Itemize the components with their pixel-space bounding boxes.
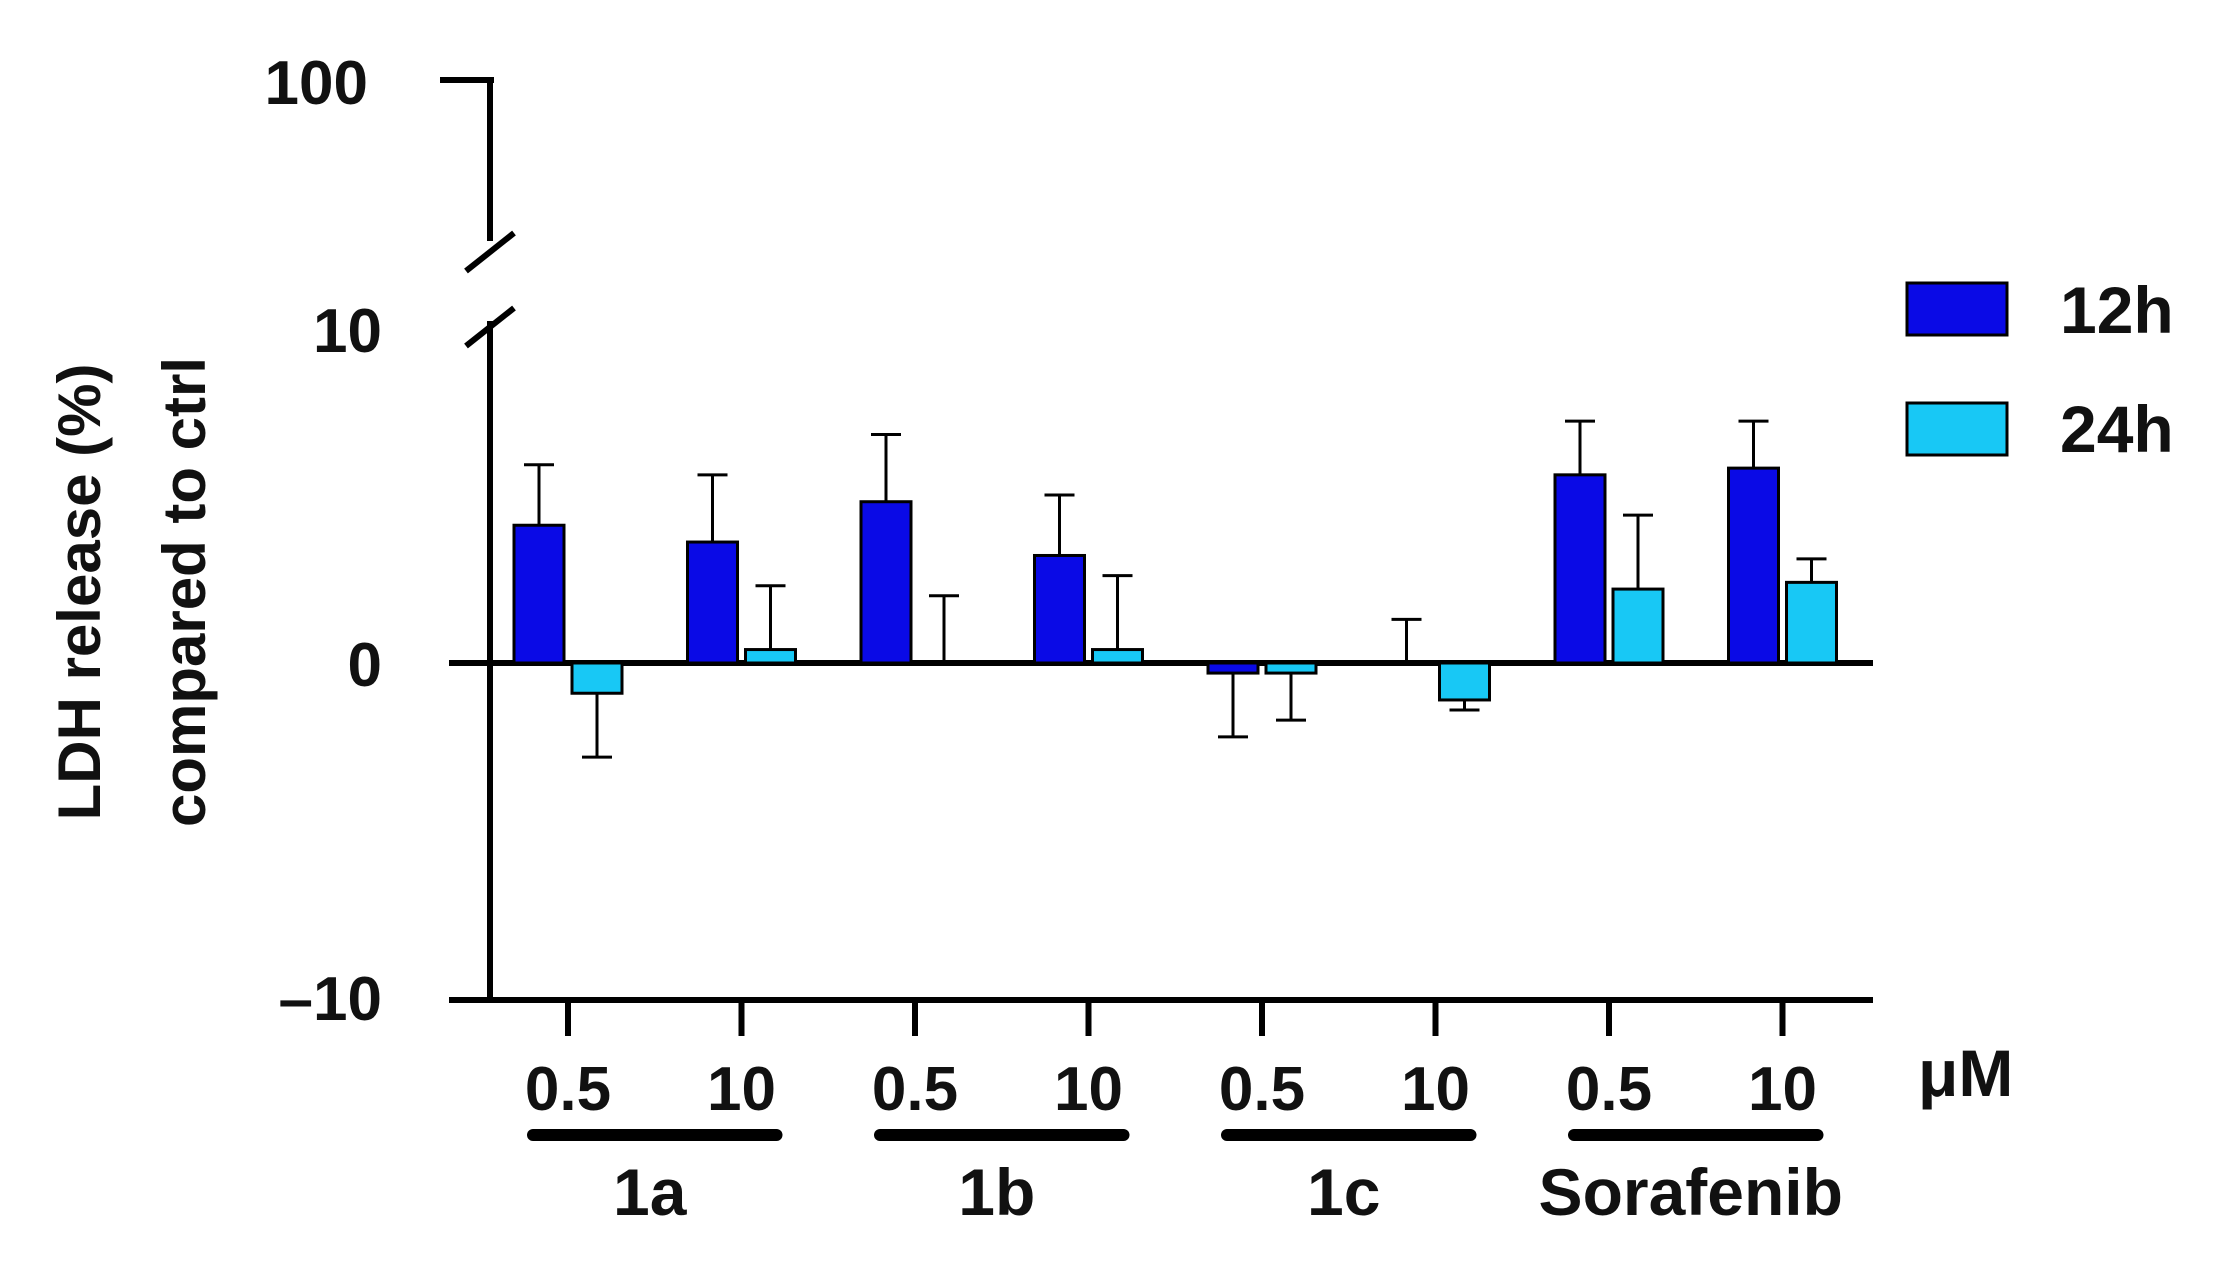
legend-label-12h: 12h bbox=[2060, 273, 2174, 347]
bar-12h bbox=[1206, 661, 1260, 675]
bar-12h bbox=[1727, 466, 1780, 665]
bar-24h bbox=[570, 661, 624, 695]
bar-24h bbox=[744, 648, 797, 665]
bars-layer bbox=[512, 419, 1838, 759]
legend-swatch-24h bbox=[1905, 401, 2009, 457]
x-tick-label: 10 bbox=[1054, 1055, 1123, 1124]
group-label: Sorafenib bbox=[1539, 1155, 1843, 1229]
y-tick-minus-10: –10 bbox=[279, 965, 382, 1034]
group-label: 1c bbox=[1307, 1155, 1380, 1229]
legend-swatch-12h bbox=[1905, 281, 2009, 337]
x-tick-label: 10 bbox=[707, 1055, 776, 1124]
bar-24h bbox=[1438, 661, 1491, 702]
group-label: 1a bbox=[613, 1155, 688, 1229]
y-tick-100: 100 bbox=[265, 49, 368, 118]
bar-12h bbox=[512, 523, 566, 665]
bar-24h bbox=[1091, 648, 1144, 665]
x-tick-label: 10 bbox=[1401, 1055, 1470, 1124]
bar-24h bbox=[1785, 580, 1838, 665]
axis-break-mark-lower bbox=[464, 305, 516, 349]
unit-label: μM bbox=[1918, 1036, 2013, 1110]
y-axis-label-line1: LDH release (%) bbox=[46, 364, 113, 821]
y-axis bbox=[440, 77, 516, 1000]
bar-12h bbox=[1033, 553, 1086, 665]
x-tick-label: 0.5 bbox=[1219, 1055, 1305, 1124]
y-tick-0: 0 bbox=[348, 631, 382, 700]
x-tick-label: 0.5 bbox=[872, 1055, 958, 1124]
bar-12h bbox=[1553, 473, 1607, 665]
x-tick-label: 10 bbox=[1748, 1055, 1817, 1124]
group-label: 1b bbox=[958, 1155, 1035, 1229]
x-ticks-layer: 0.5 10 0.5 10 0.5 10 0.5 10 bbox=[525, 1000, 1817, 1124]
axis-break-mark-upper bbox=[464, 230, 516, 274]
bar-12h bbox=[859, 500, 913, 665]
y-tick-10: 10 bbox=[313, 297, 382, 366]
x-tick-label: 0.5 bbox=[525, 1055, 611, 1124]
group-labels-layer: 1a 1b 1c Sorafenib bbox=[527, 1129, 1843, 1229]
legend: 12h 24h bbox=[1905, 273, 2174, 466]
x-tick-label: 0.5 bbox=[1566, 1055, 1652, 1124]
bar-24h bbox=[1264, 661, 1318, 675]
bar-24h bbox=[1611, 587, 1665, 665]
bar-12h bbox=[686, 540, 739, 665]
y-axis-label-line2: compared to ctrl bbox=[151, 357, 218, 827]
legend-label-24h: 24h bbox=[2060, 392, 2174, 466]
